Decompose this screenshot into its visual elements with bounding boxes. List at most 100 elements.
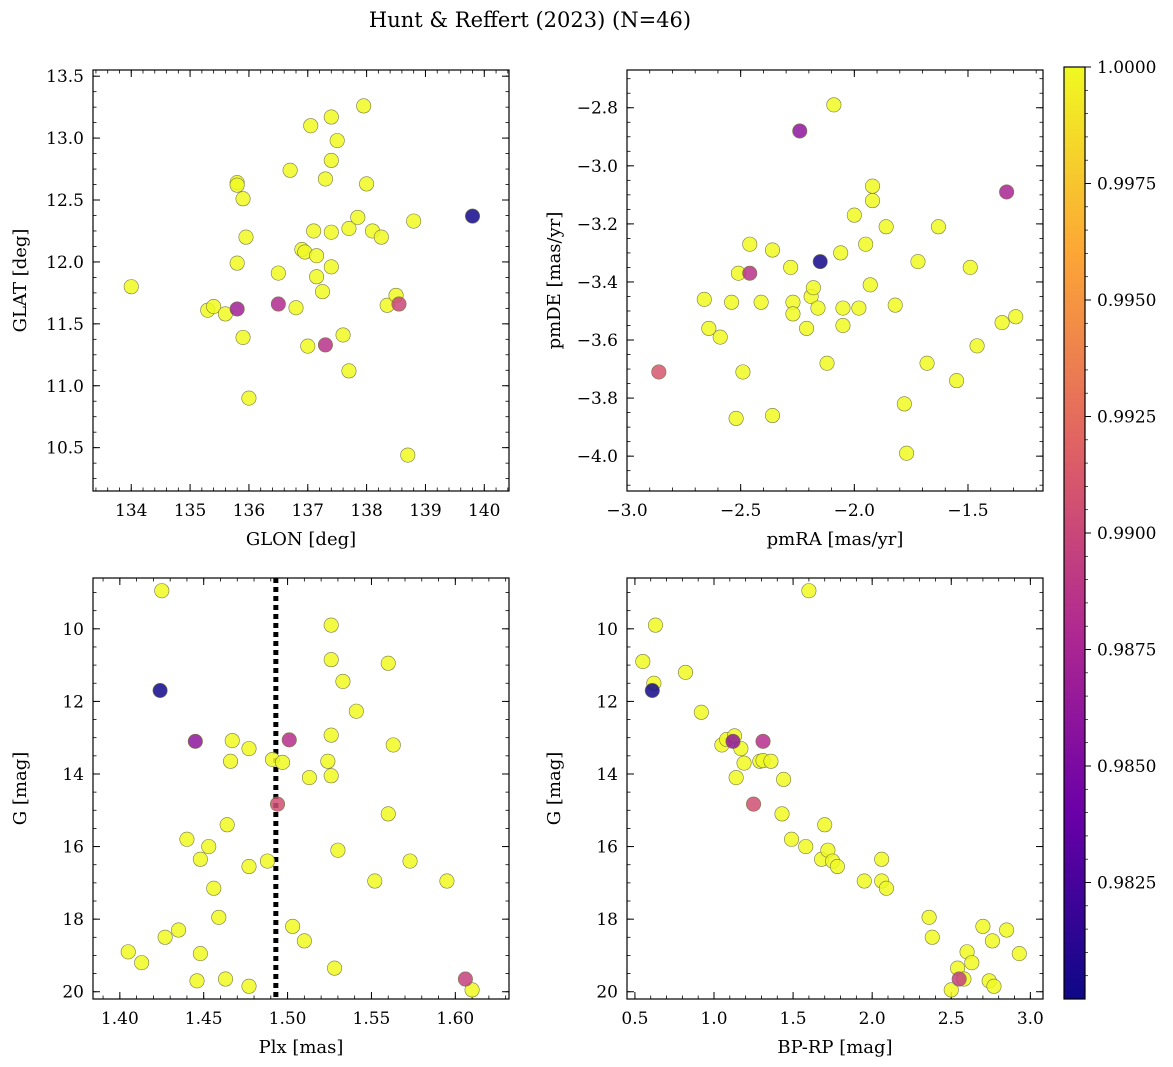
x-tick-label: 2.5	[938, 1009, 965, 1029]
data-point	[783, 259, 799, 275]
axes-frame	[626, 577, 1044, 1000]
y-tick-label: −2.8	[577, 99, 618, 119]
data-point	[350, 209, 366, 225]
data-point	[725, 733, 741, 749]
data-point	[285, 918, 301, 934]
data-point	[323, 727, 339, 743]
data-point	[179, 831, 195, 847]
x-tick-label: 136	[233, 501, 265, 521]
data-point	[969, 338, 985, 354]
data-point	[120, 944, 136, 960]
data-point	[241, 390, 257, 406]
data-point	[223, 753, 239, 769]
y-tick-label: 11.0	[46, 377, 84, 397]
data-point	[385, 737, 401, 753]
colorbar-tick-label: 0.9950	[1097, 291, 1156, 311]
data-point	[323, 768, 339, 784]
data-point	[776, 771, 792, 787]
data-point	[400, 447, 416, 463]
axes-frame	[626, 69, 1044, 492]
colorbar-tick-label: 0.9975	[1097, 175, 1156, 195]
data-point	[874, 851, 890, 867]
data-point	[785, 306, 801, 322]
y-tick-label: 10.5	[46, 439, 84, 459]
data-point	[865, 193, 881, 209]
data-point	[189, 973, 205, 989]
data-point	[380, 806, 396, 822]
y-tick-label: 16	[596, 838, 618, 858]
data-point	[323, 617, 339, 633]
data-point	[817, 817, 833, 833]
data-point	[924, 929, 940, 945]
data-point	[826, 97, 842, 113]
data-point	[241, 978, 257, 994]
data-point	[157, 929, 173, 945]
x-tick-label: 1.5	[780, 1009, 807, 1029]
data-point	[819, 355, 835, 371]
data-point	[171, 922, 187, 938]
data-point	[329, 133, 345, 149]
colorbar-tick-label: 0.9875	[1097, 641, 1156, 661]
data-point	[728, 410, 744, 426]
plx-g-panel: 1.40 1.45 1.50 1.55 1.60 10 12 14 16 18 20 Plx [mas…	[10, 577, 510, 1058]
y-tick-label: −3.0	[577, 157, 618, 177]
data-point	[300, 338, 316, 354]
data-point	[784, 831, 800, 847]
data-point	[464, 982, 480, 998]
y-tick-label: −4.0	[577, 447, 618, 467]
x-tick-label: −2.0	[834, 501, 875, 521]
data-point	[465, 208, 481, 224]
data-point	[764, 242, 780, 258]
x-tick-label: 0.5	[621, 1009, 648, 1029]
data-point	[373, 229, 389, 245]
y-axis-label: G [mag]	[544, 752, 565, 825]
data-point	[878, 880, 894, 896]
data-point	[323, 652, 339, 668]
data-point	[281, 732, 297, 748]
colorbar-tick-label: 0.9825	[1097, 874, 1156, 894]
data-point	[439, 873, 455, 889]
data-point	[764, 408, 780, 424]
data-point	[457, 971, 473, 987]
data-point	[367, 873, 383, 889]
data-point	[856, 873, 872, 889]
data-point	[406, 213, 422, 229]
data-point	[833, 245, 849, 261]
data-point	[763, 753, 779, 769]
data-point	[282, 162, 298, 178]
data-point	[330, 842, 346, 858]
y-tick-label: −3.8	[577, 389, 618, 409]
data-point	[229, 177, 245, 193]
data-point	[201, 839, 217, 855]
y-tick-label: 13.0	[46, 129, 84, 149]
data-point	[320, 753, 336, 769]
pmra-pmde-panel: −3.0 −2.5 −2.0 −1.5 −4.0 −3.8 −3.6 −3.4 −3.2 −3.0…	[544, 69, 1044, 550]
colorbar-tick-label: 0.9925	[1097, 408, 1156, 428]
y-tick-label: 12.5	[46, 191, 84, 211]
bprp-g-panel: 0.5 1.0 1.5 2.0 2.5 3.0 10 12 14 16 18 20 BP-RP [mag…	[544, 577, 1044, 1058]
data-point	[303, 118, 319, 134]
data-point	[735, 364, 751, 380]
data-point	[206, 880, 222, 896]
data-point	[341, 220, 357, 236]
data-point	[862, 277, 878, 293]
y-tick-label: 14	[62, 765, 84, 785]
glon-glat-panel: 134 135 136 137 138 139 140 10.5 11.0 11.5 12.0 12.…	[10, 67, 510, 550]
data-point	[192, 851, 208, 867]
data-point	[123, 279, 139, 295]
data-point	[211, 909, 227, 925]
x-tick-label: −2.5	[720, 501, 761, 521]
data-point	[356, 98, 372, 114]
axes-frame	[92, 577, 510, 1000]
y-tick-label: −3.4	[577, 273, 618, 293]
data-point	[805, 280, 821, 296]
data-point	[949, 373, 965, 389]
data-point	[835, 300, 851, 316]
x-tick-label: 1.55	[353, 1009, 391, 1029]
data-point	[964, 955, 980, 971]
colorbar-tick-label: 0.9850	[1097, 757, 1156, 777]
x-axis-label: GLON [deg]	[246, 529, 356, 550]
data-point	[724, 294, 740, 310]
data-point	[270, 796, 286, 812]
